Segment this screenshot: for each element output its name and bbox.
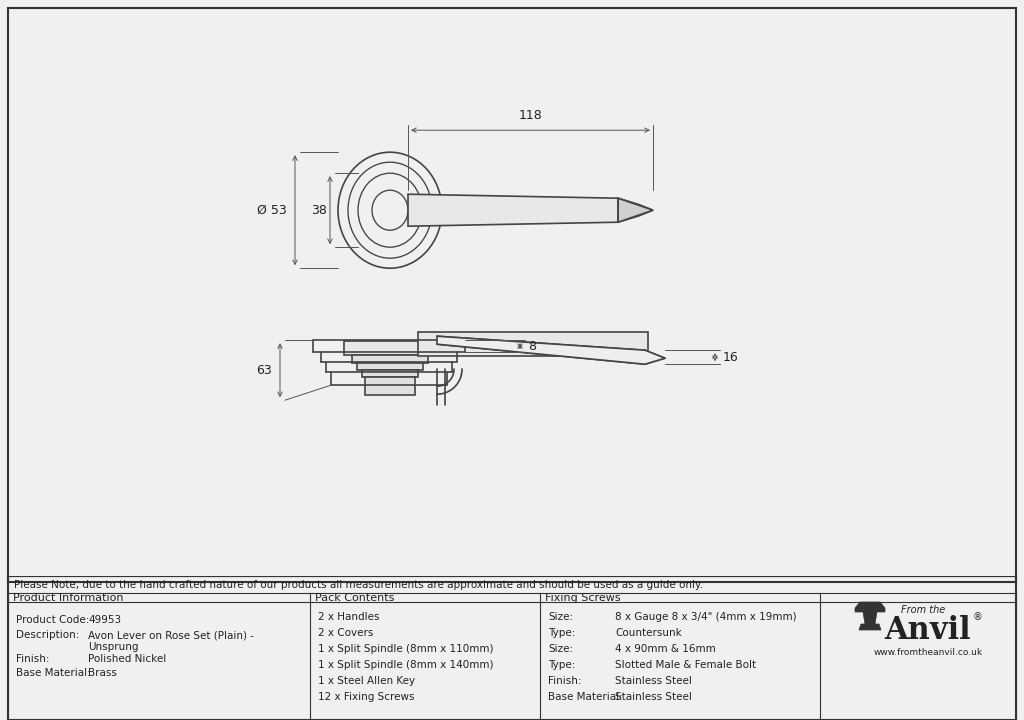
Text: Finish:: Finish: — [548, 676, 582, 686]
Text: Slotted Male & Female Bolt: Slotted Male & Female Bolt — [615, 660, 756, 670]
Text: Product Code:: Product Code: — [16, 615, 89, 625]
Polygon shape — [618, 198, 653, 222]
Text: Please Note, due to the hand crafted nature of our products all measurements are: Please Note, due to the hand crafted nat… — [14, 580, 703, 590]
Text: 63: 63 — [256, 364, 272, 377]
Text: Description:: Description: — [16, 630, 80, 640]
Text: Finish:: Finish: — [16, 654, 49, 664]
Text: 1 x Split Spindle (8mm x 110mm): 1 x Split Spindle (8mm x 110mm) — [318, 644, 494, 654]
Bar — [362, 370, 418, 377]
Text: 38: 38 — [311, 204, 327, 217]
Text: ®: ® — [973, 612, 983, 622]
Text: 16: 16 — [723, 351, 738, 364]
Text: From the: From the — [901, 605, 945, 615]
Text: 1 x Steel Allen Key: 1 x Steel Allen Key — [318, 676, 415, 686]
Text: 49953: 49953 — [88, 615, 121, 625]
Bar — [352, 355, 428, 363]
Text: Anvil: Anvil — [885, 615, 972, 646]
Text: www.fromtheanvil.co.uk: www.fromtheanvil.co.uk — [873, 648, 983, 657]
Bar — [418, 332, 648, 356]
Polygon shape — [437, 336, 665, 364]
Polygon shape — [855, 602, 885, 612]
Text: Countersunk: Countersunk — [615, 628, 682, 638]
Bar — [357, 363, 423, 370]
Text: 2 x Covers: 2 x Covers — [318, 628, 374, 638]
Text: Base Material:: Base Material: — [548, 692, 623, 702]
Text: 1 x Split Spindle (8mm x 140mm): 1 x Split Spindle (8mm x 140mm) — [318, 660, 494, 670]
Text: 2 x Handles: 2 x Handles — [318, 612, 380, 622]
Polygon shape — [863, 612, 877, 624]
Polygon shape — [859, 624, 881, 630]
Text: Stainless Steel: Stainless Steel — [615, 692, 692, 702]
Bar — [365, 377, 415, 395]
Text: Stainless Steel: Stainless Steel — [615, 676, 692, 686]
Text: Size:: Size: — [548, 644, 573, 654]
Text: Fixing Screws: Fixing Screws — [545, 593, 621, 603]
Text: 8: 8 — [528, 340, 536, 353]
Text: Polished Nickel: Polished Nickel — [88, 654, 166, 664]
Text: Size:: Size: — [548, 612, 573, 622]
Text: 12 x Fixing Screws: 12 x Fixing Screws — [318, 692, 415, 702]
Text: Unsprung: Unsprung — [88, 642, 138, 652]
Text: Brass: Brass — [88, 668, 117, 678]
Polygon shape — [408, 194, 653, 226]
Text: Ø 53: Ø 53 — [257, 204, 287, 217]
Text: 8 x Gauge 8 x 3/4" (4mm x 19mm): 8 x Gauge 8 x 3/4" (4mm x 19mm) — [615, 612, 797, 622]
Text: 118: 118 — [518, 109, 543, 122]
Text: Type:: Type: — [548, 660, 575, 670]
Text: Type:: Type: — [548, 628, 575, 638]
Text: Pack Contents: Pack Contents — [315, 593, 394, 603]
Text: 4 x 90mm & 16mm: 4 x 90mm & 16mm — [615, 644, 716, 654]
Bar — [344, 341, 436, 355]
Text: Base Material:: Base Material: — [16, 668, 91, 678]
Text: Avon Lever on Rose Set (Plain) -: Avon Lever on Rose Set (Plain) - — [88, 630, 254, 640]
Text: Product Information: Product Information — [13, 593, 124, 603]
